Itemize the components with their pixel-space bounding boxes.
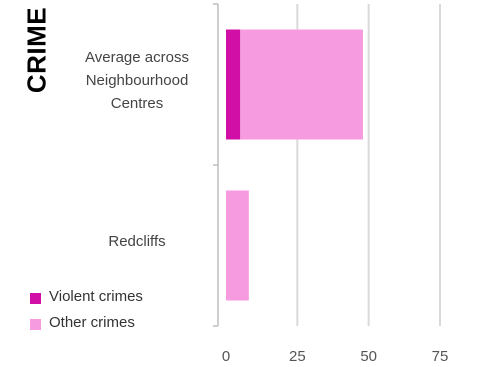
x-tick-label-75: 75 xyxy=(432,348,449,365)
x-axis-tick-labels: 0 25 50 75 xyxy=(222,348,449,365)
bar-0-series-0 xyxy=(226,29,241,140)
x-tick-label-25: 25 xyxy=(289,348,306,365)
bars xyxy=(226,29,363,301)
category-axis xyxy=(213,3,219,327)
x-tick-label-0: 0 xyxy=(222,348,230,365)
legend-label-violent: Violent crimes xyxy=(49,288,143,305)
category-label-redcliffs: Redcliffs xyxy=(108,233,166,250)
category-label-average: Average across Neighbourhood Centres xyxy=(85,49,189,112)
x-tick-label-50: 50 xyxy=(360,348,377,365)
bar-1-series-1 xyxy=(226,190,249,301)
legend-swatch-violent xyxy=(30,293,41,304)
bar-0-series-1 xyxy=(240,29,363,140)
legend-swatch-other xyxy=(30,319,41,330)
legend-label-other: Other crimes xyxy=(49,314,135,331)
